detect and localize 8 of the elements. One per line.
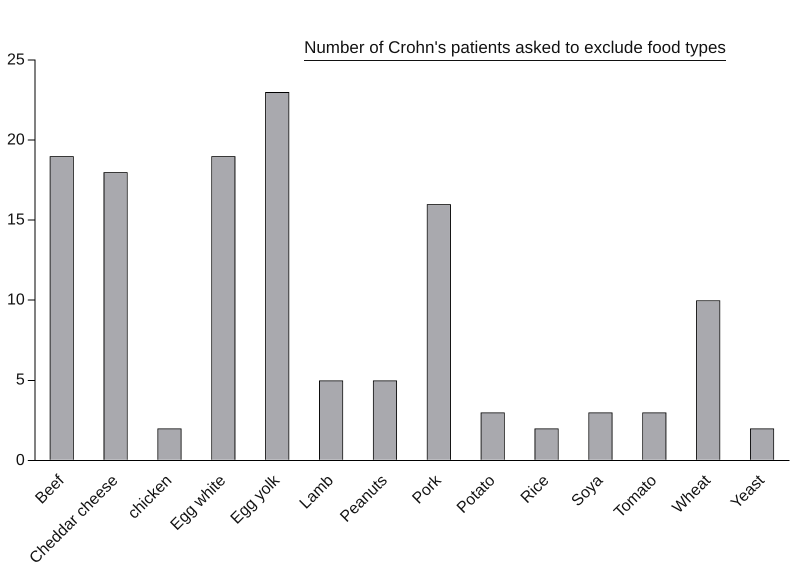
y-tick-label: 5	[16, 372, 25, 389]
y-tick-label: 15	[7, 212, 25, 229]
y-tick-label: 0	[16, 452, 25, 469]
chart-title: Number of Crohn's patients asked to exclude food types	[304, 38, 726, 61]
y-tick-label: 10	[7, 292, 25, 309]
y-tick-label: 25	[7, 51, 25, 68]
y-tick-label: 20	[7, 131, 25, 148]
x-tick-label: Rice	[518, 472, 553, 507]
